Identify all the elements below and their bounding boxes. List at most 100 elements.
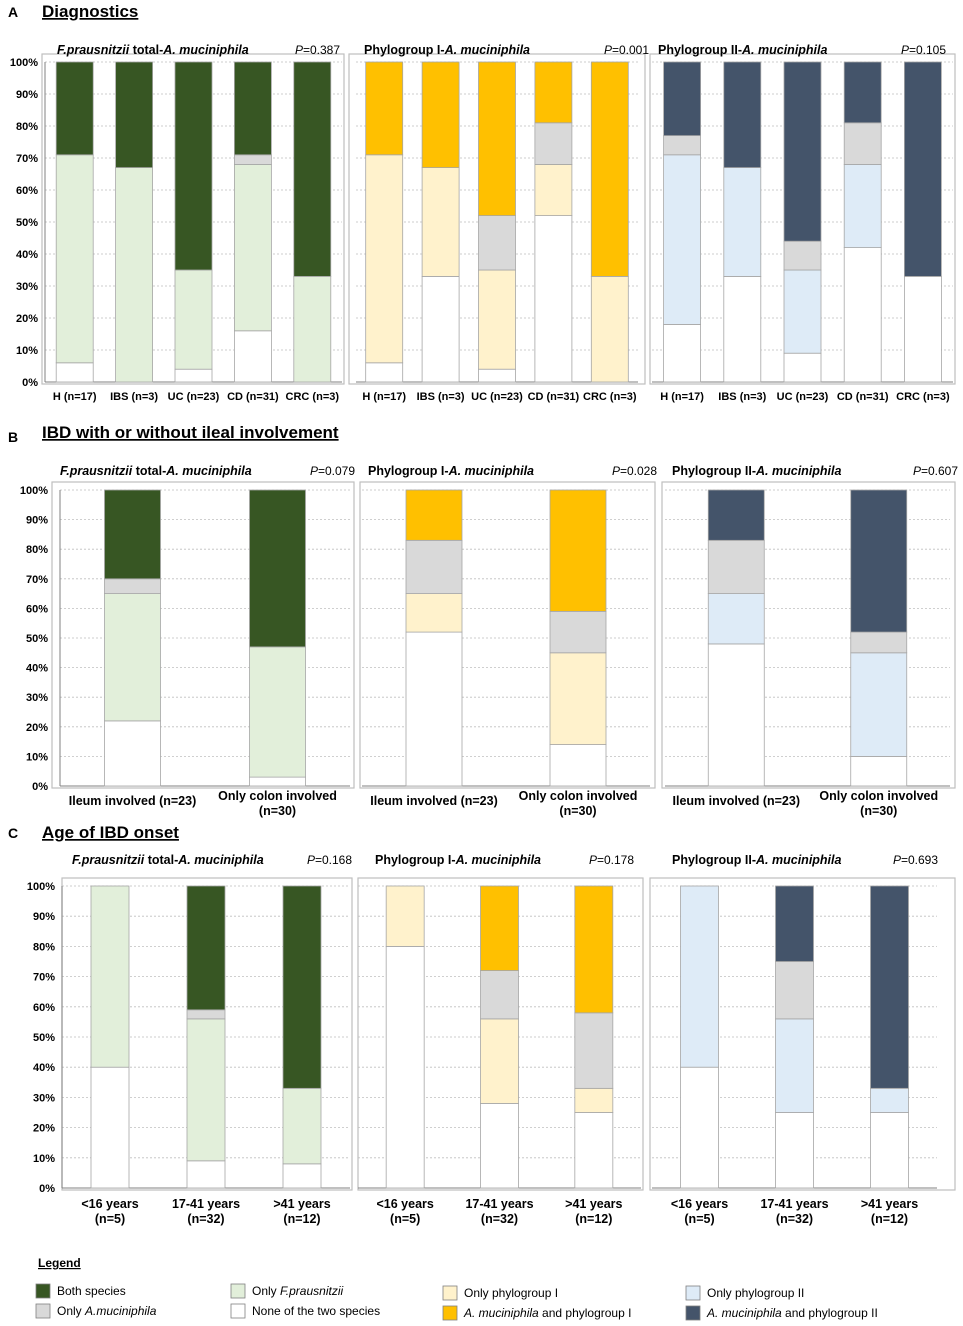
y-tick-label: 0% bbox=[39, 1183, 55, 1195]
text-span: A. muciniphila bbox=[755, 464, 841, 478]
bar-segment-amuc-pg1 bbox=[480, 885, 519, 971]
x-tick-line: Only colon involved bbox=[519, 789, 638, 803]
section-title: Diagnostics bbox=[42, 2, 138, 21]
x-tick-line: (n=12) bbox=[575, 1212, 612, 1226]
bar-segment-amuc-pg2 bbox=[723, 61, 762, 168]
text-span: A. muciniphila bbox=[706, 1306, 782, 1320]
x-tick-line: <16 years bbox=[671, 1197, 728, 1211]
chart-title: Phylogroup II-A. muciniphila bbox=[672, 853, 842, 867]
x-tick-label: CD (n=31) bbox=[227, 391, 279, 403]
bar-segment-none bbox=[850, 756, 908, 787]
x-tick-line: H (n=17) bbox=[362, 391, 406, 403]
bar-segment-only-pg2 bbox=[843, 163, 882, 248]
x-tick-label: CD (n=31) bbox=[528, 391, 580, 403]
bar-segment-none bbox=[870, 1112, 909, 1189]
section-title: Age of IBD onset bbox=[42, 823, 179, 842]
x-tick-line: CD (n=31) bbox=[528, 391, 580, 403]
text-span: and phylogroup I bbox=[539, 1306, 632, 1320]
bar-segment-only-pg1 bbox=[590, 275, 629, 383]
text-span: total- bbox=[144, 853, 178, 867]
x-tick-line: 17-41 years bbox=[760, 1197, 828, 1211]
bar-segment-amuc-pg1 bbox=[549, 489, 607, 612]
legend-swatch-only-pg2 bbox=[685, 1285, 701, 1301]
y-tick-label: 60% bbox=[26, 603, 48, 615]
x-tick-line: <16 years bbox=[81, 1197, 138, 1211]
bar-segment-only-pg2 bbox=[783, 269, 822, 354]
bar-segment-none bbox=[574, 1112, 614, 1189]
bar-segment-only-pg1 bbox=[534, 163, 573, 216]
legend-label: A. muciniphila and phylogroup I bbox=[463, 1306, 631, 1320]
chart-title: F.prausnitzii total-A. muciniphila bbox=[60, 464, 252, 478]
y-tick-label: 70% bbox=[16, 153, 38, 165]
x-tick-line: (n=5) bbox=[390, 1212, 420, 1226]
text-span: total- bbox=[129, 43, 163, 57]
y-tick-label: 100% bbox=[20, 485, 48, 497]
x-tick-label: H (n=17) bbox=[362, 391, 406, 403]
text-span: F.prausnitzii bbox=[57, 43, 130, 57]
bar-segment-both-species bbox=[233, 61, 272, 156]
legend-swatch-only-amuc bbox=[35, 1303, 51, 1319]
text-span: P bbox=[612, 464, 620, 478]
x-tick-line: (n=12) bbox=[283, 1212, 320, 1226]
x-tick-label: >41 years (n=12) bbox=[861, 1197, 918, 1226]
text-span: Phylogroup I- bbox=[375, 853, 456, 867]
text-span: Phylogroup II- bbox=[658, 43, 742, 57]
y-tick-label: 100% bbox=[27, 881, 55, 893]
x-tick-label: UC (n=23) bbox=[777, 391, 829, 403]
bar-segment-only-fprau bbox=[293, 275, 332, 383]
bar-segment-both-species bbox=[115, 61, 153, 168]
bar-segment-none bbox=[174, 368, 213, 383]
bar-segment-none bbox=[233, 330, 272, 383]
x-tick-label: Ileum involved (n=23) bbox=[673, 794, 800, 808]
bar-segment-only-amuc bbox=[707, 539, 765, 595]
x-tick-line: CD (n=31) bbox=[837, 391, 889, 403]
legend-label: Only A.muciniphila bbox=[57, 1304, 157, 1318]
chart-panel: Phylogroup I-A. muciniphila P=0.001 H (n=1… bbox=[348, 43, 649, 403]
bar-segment-none bbox=[249, 776, 306, 787]
chart-panel: Phylogroup II-A. muciniphila P=0.607 Ileum… bbox=[661, 464, 958, 818]
y-tick-label: 80% bbox=[16, 121, 38, 133]
text-span: Only bbox=[252, 1284, 280, 1298]
x-tick-label: UC (n=23) bbox=[168, 391, 220, 403]
chart-panel: Phylogroup I-A. muciniphila P=0.028 Ileum … bbox=[359, 464, 657, 818]
legend-title: Legend bbox=[38, 1256, 81, 1270]
y-tick-label: 50% bbox=[26, 633, 48, 645]
text-span: =0.387 bbox=[303, 43, 340, 57]
text-span: =0.028 bbox=[620, 464, 657, 478]
x-tick-line: (n=32) bbox=[776, 1212, 813, 1226]
bar-segment-only-pg1 bbox=[574, 1087, 614, 1113]
chart-title: F.prausnitzii total-A. muciniphila bbox=[57, 43, 249, 57]
bar-segment-none bbox=[775, 1112, 814, 1189]
bar-segment-only-pg1 bbox=[385, 885, 425, 947]
x-tick-line: CRC (n=3) bbox=[286, 391, 340, 403]
bar-segment-none bbox=[405, 631, 463, 787]
x-tick-line: >41 years bbox=[273, 1197, 330, 1211]
bar-segment-only-amuc bbox=[405, 539, 463, 595]
x-tick-line: <16 years bbox=[376, 1197, 433, 1211]
text-span: =0.001 bbox=[612, 43, 649, 57]
bar-segment-none bbox=[365, 362, 404, 383]
bar-segment-amuc-pg2 bbox=[707, 489, 765, 541]
bar-segment-none bbox=[480, 1103, 519, 1189]
y-tick-label: 50% bbox=[33, 1032, 55, 1044]
chart-title: Phylogroup II-A. muciniphila bbox=[672, 464, 842, 478]
x-tick-label: <16 years (n=5) bbox=[81, 1197, 138, 1226]
x-tick-label: IBS (n=3) bbox=[110, 391, 158, 403]
y-tick-label: 100% bbox=[10, 57, 38, 69]
panel-frame bbox=[41, 53, 345, 385]
bar-segment-both-species bbox=[186, 885, 226, 1011]
bar-segment-only-pg2 bbox=[663, 154, 701, 325]
legend-swatch-amuc-pg1 bbox=[442, 1305, 458, 1321]
x-tick-label: CD (n=31) bbox=[837, 391, 889, 403]
x-tick-line: UC (n=23) bbox=[777, 391, 829, 403]
text-span: Phylogroup II- bbox=[672, 464, 756, 478]
text-span: Only phylogroup I bbox=[464, 1286, 558, 1300]
bar-segment-amuc-pg1 bbox=[534, 61, 573, 124]
panel-frame bbox=[359, 481, 656, 789]
bar-segment-only-fprau bbox=[115, 167, 153, 383]
panel-frame bbox=[51, 481, 355, 789]
x-tick-line: (n=5) bbox=[95, 1212, 125, 1226]
text-span: =0.607 bbox=[921, 464, 958, 478]
p-value: P=0.693 bbox=[893, 853, 938, 867]
y-tick-label: 20% bbox=[33, 1123, 55, 1135]
